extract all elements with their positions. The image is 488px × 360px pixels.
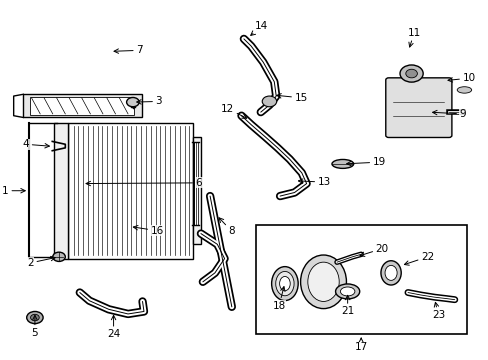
- Ellipse shape: [300, 255, 346, 309]
- Bar: [193, 137, 201, 244]
- Ellipse shape: [307, 262, 339, 301]
- Bar: [30, 98, 134, 114]
- Bar: [23, 94, 142, 117]
- Ellipse shape: [380, 261, 400, 285]
- Text: 16: 16: [133, 225, 163, 236]
- Text: 6: 6: [86, 178, 202, 188]
- Text: 11: 11: [407, 28, 420, 47]
- Ellipse shape: [340, 287, 354, 296]
- Ellipse shape: [335, 284, 359, 299]
- Ellipse shape: [456, 87, 471, 93]
- Text: 3: 3: [137, 96, 162, 107]
- Circle shape: [30, 314, 39, 321]
- Text: 4: 4: [22, 139, 49, 149]
- Bar: [67, 123, 193, 258]
- Text: 7: 7: [114, 45, 142, 55]
- Text: 1: 1: [2, 186, 25, 196]
- Text: 22: 22: [404, 252, 433, 265]
- Circle shape: [53, 252, 65, 261]
- Circle shape: [126, 98, 139, 107]
- Circle shape: [399, 65, 422, 82]
- Bar: [255, 225, 467, 334]
- Text: 21: 21: [340, 295, 353, 316]
- Text: 15: 15: [276, 93, 307, 103]
- Text: 9: 9: [432, 109, 465, 119]
- Text: 19: 19: [346, 157, 385, 167]
- Text: 13: 13: [298, 177, 330, 187]
- Ellipse shape: [331, 159, 353, 168]
- Circle shape: [27, 311, 43, 324]
- Text: 2: 2: [27, 256, 55, 268]
- Text: 8: 8: [219, 218, 234, 236]
- Ellipse shape: [271, 267, 298, 301]
- Text: 23: 23: [431, 302, 444, 320]
- Text: 5: 5: [32, 315, 38, 338]
- Text: 12: 12: [221, 104, 246, 118]
- Ellipse shape: [279, 276, 289, 291]
- Circle shape: [262, 96, 276, 107]
- Text: 14: 14: [250, 21, 268, 35]
- Circle shape: [405, 69, 417, 78]
- Text: 24: 24: [107, 315, 120, 339]
- Text: 17: 17: [354, 338, 367, 352]
- Text: 18: 18: [272, 287, 285, 311]
- Ellipse shape: [384, 265, 396, 280]
- FancyBboxPatch shape: [385, 78, 451, 138]
- Text: 10: 10: [447, 73, 475, 83]
- Ellipse shape: [275, 271, 293, 296]
- Text: 20: 20: [359, 244, 388, 256]
- Bar: [54, 123, 67, 258]
